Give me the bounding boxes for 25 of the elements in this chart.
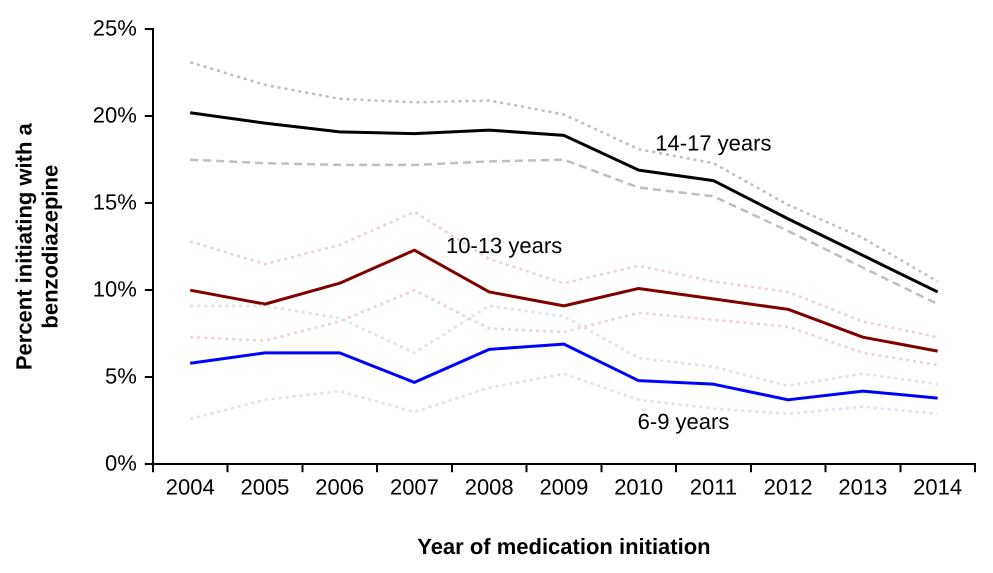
- x-tick-label: 2009: [539, 474, 588, 500]
- x-tick-label: 2008: [464, 474, 514, 500]
- x-tick-label: 2012: [764, 474, 813, 500]
- x-tick-label: 2014: [913, 474, 962, 500]
- x-axis-title: Year of medication initiation: [417, 534, 711, 559]
- x-tick-label: 2005: [240, 474, 290, 500]
- y-tick-label: 10%: [92, 276, 137, 302]
- x-tick-label: 2006: [315, 474, 364, 500]
- x-tick-label: 2011: [690, 474, 738, 500]
- y-tick-label: 0%: [105, 450, 137, 476]
- y-axis-title: Percent initiating with a benzodiazepine: [11, 122, 63, 370]
- series-label: 6-9 years: [638, 408, 730, 434]
- line-series: [188, 61, 939, 283]
- y-tick-label: 20%: [92, 102, 137, 128]
- x-tick-label: 2007: [390, 474, 439, 500]
- x-tick-label: 2010: [614, 474, 664, 500]
- line-series: [188, 304, 939, 388]
- x-tick-label: 2013: [838, 474, 888, 500]
- x-tick-label: 2004: [166, 474, 215, 500]
- line-series: [188, 288, 939, 366]
- y-tick-label: 15%: [92, 189, 137, 214]
- y-tick-label: 25%: [92, 15, 137, 40]
- series-label: 14-17 years: [655, 130, 772, 156]
- y-tick-label: 5%: [105, 363, 137, 388]
- series-label: 10-13 years: [446, 232, 562, 258]
